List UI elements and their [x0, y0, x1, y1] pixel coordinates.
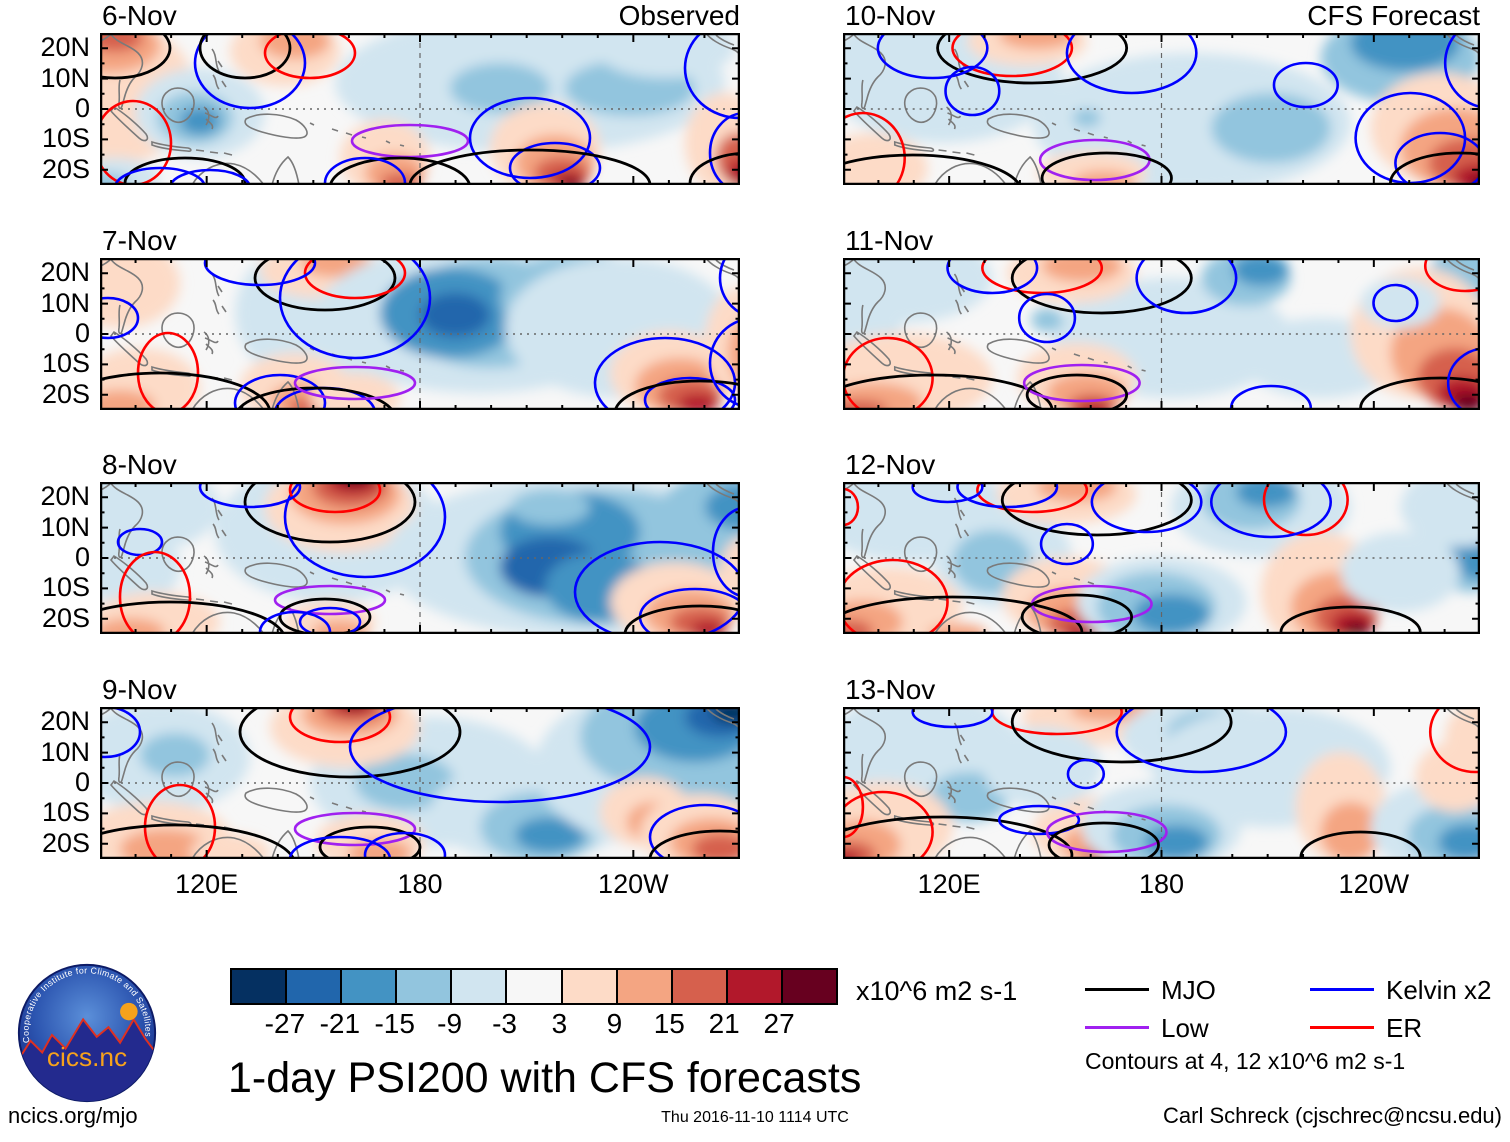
map-panel-10-nov: 10-Nov CFS Forecast	[843, 2, 1480, 185]
axis-ticks	[843, 258, 1480, 410]
axis-ticks	[100, 482, 740, 634]
colorbar-tick: 27	[763, 1008, 795, 1039]
map-svg-12-nov	[843, 482, 1480, 634]
map-panel-11-nov: 11-Nov	[843, 227, 1480, 410]
y-axis-label: 20N	[40, 706, 90, 737]
chart-title: 1-day PSI200 with CFS forecasts	[228, 1054, 862, 1102]
map-svg-10-nov	[843, 33, 1480, 185]
y-axis-label: 0	[74, 318, 90, 348]
er-line-swatch	[1310, 1026, 1374, 1029]
y-axis-label: 20N	[40, 32, 90, 63]
y-axis-label: 10N	[40, 511, 90, 542]
cfs-forecast-column-label: CFS Forecast	[1307, 0, 1480, 31]
map-svg-8-nov	[100, 482, 740, 634]
y-axis-label: 20S	[41, 153, 90, 184]
x-axis-label: 120W	[1338, 869, 1410, 899]
x-axis-label: 120E	[917, 869, 981, 899]
y-axis-label: 0	[74, 542, 90, 572]
y-axis-label: 10N	[40, 287, 90, 318]
map-svg-9-nov	[100, 707, 740, 859]
colorbar-tick: 3	[551, 1008, 568, 1039]
coastlines	[100, 33, 740, 185]
colorbar-segment-7	[617, 970, 673, 1003]
colorbar-tick: -3	[492, 1008, 517, 1039]
logo-name: cics.nc	[47, 1042, 127, 1072]
panel-date-label: 10-Nov	[845, 0, 936, 31]
map-panel-12-nov: 12-Nov	[843, 451, 1480, 634]
y-axis-label: 0	[74, 93, 90, 123]
y-axis-label: 20N	[40, 481, 90, 512]
contour-note: Contours at 4, 12 x10^6 m2 s-1	[1085, 1048, 1406, 1074]
colorbar-tick: -27	[264, 1008, 306, 1039]
cics-nc-logo: Cooperative Institute for Climate and Sa…	[17, 963, 157, 1103]
panel-date-label: 7-Nov	[102, 225, 177, 256]
colorbar-segment-0	[232, 970, 288, 1003]
y-axis-label: 10S	[41, 348, 90, 379]
map-panel-7-nov: 7-Nov	[100, 227, 740, 410]
colorbar	[230, 968, 838, 1005]
colorbar-segment-5	[507, 970, 563, 1003]
colorbar-segment-10	[782, 970, 837, 1003]
logo-sun	[120, 1002, 138, 1021]
y-axis-label: 10S	[41, 797, 90, 828]
y-axis-label: 10N	[40, 736, 90, 767]
colorbar-segment-8	[672, 970, 728, 1003]
map-svg-7-nov	[100, 258, 740, 410]
y-axis-label: 20S	[41, 827, 90, 858]
map-svg-6-nov	[100, 33, 740, 185]
axis-ticks	[843, 33, 1480, 185]
colorbar-segment-9	[727, 970, 783, 1003]
colorbar-tick: 15	[653, 1008, 685, 1039]
mjo-line-swatch	[1085, 988, 1149, 991]
colorbar-tick: -9	[437, 1008, 463, 1039]
y-axis-label: 10S	[41, 123, 90, 154]
map-svg-13-nov	[843, 707, 1480, 859]
axis-ticks	[100, 258, 740, 410]
x-axis-label: 120E	[175, 869, 239, 899]
map-panel-6-nov: 6-Nov Observed	[100, 2, 740, 185]
colorbar-segment-2	[342, 970, 398, 1003]
colorbar-tick: 21	[708, 1008, 740, 1039]
y-axis-label: 0	[74, 767, 90, 797]
map-panel-13-nov: 13-Nov	[843, 676, 1480, 859]
colorbar-segment-1	[287, 970, 343, 1003]
colorbar-tick-labels: -27 -21 -15 -9 -3 3 9 15 21 27	[230, 1008, 838, 1042]
low-line-swatch	[1085, 1026, 1149, 1029]
footer-url: ncics.org/mjo	[8, 1103, 138, 1128]
observed-column-label: Observed	[618, 0, 740, 31]
axis-ticks	[843, 482, 1480, 634]
x-axis-label: 120W	[598, 869, 669, 899]
colorbar-unit-label: x10^6 m2 s-1	[856, 976, 1018, 1006]
x-axis-label: 180	[1138, 869, 1185, 899]
y-axis-label: 20S	[41, 378, 90, 409]
panel-date-label: 13-Nov	[845, 674, 936, 705]
colorbar-tick: -21	[319, 1008, 361, 1039]
colorbar-tick: 9	[606, 1008, 623, 1039]
map-panel-8-nov: 8-Nov	[100, 451, 740, 634]
panel-date-label: 11-Nov	[845, 225, 934, 256]
colorbar-segment-6	[562, 970, 618, 1003]
colorbar-segment-4	[452, 970, 508, 1003]
panel-date-label: 8-Nov	[102, 449, 177, 480]
map-svg-11-nov	[843, 258, 1480, 410]
colorbar-tick: -15	[374, 1008, 415, 1039]
x-axis-label: 180	[397, 869, 443, 899]
y-axis-label: 10S	[41, 572, 90, 603]
kelvin-line-swatch	[1310, 988, 1374, 991]
axis-ticks	[100, 707, 740, 859]
footer-author: Carl Schreck (cjschrec@ncsu.edu)	[1163, 1103, 1502, 1128]
panel-date-label: 12-Nov	[845, 449, 936, 480]
axis-ticks	[100, 33, 740, 185]
y-axis-label: 20S	[41, 602, 90, 633]
y-axis-label: 10N	[40, 62, 90, 93]
panel-date-label: 9-Nov	[102, 674, 177, 705]
footer-timestamp: Thu 2016-11-10 1114 UTC	[661, 1109, 849, 1126]
map-panel-9-nov: 9-Nov	[100, 676, 740, 859]
y-axis-label: 20N	[40, 257, 90, 288]
colorbar-segment-3	[397, 970, 453, 1003]
panel-date-label: 6-Nov	[102, 0, 177, 31]
axis-ticks	[843, 707, 1480, 859]
